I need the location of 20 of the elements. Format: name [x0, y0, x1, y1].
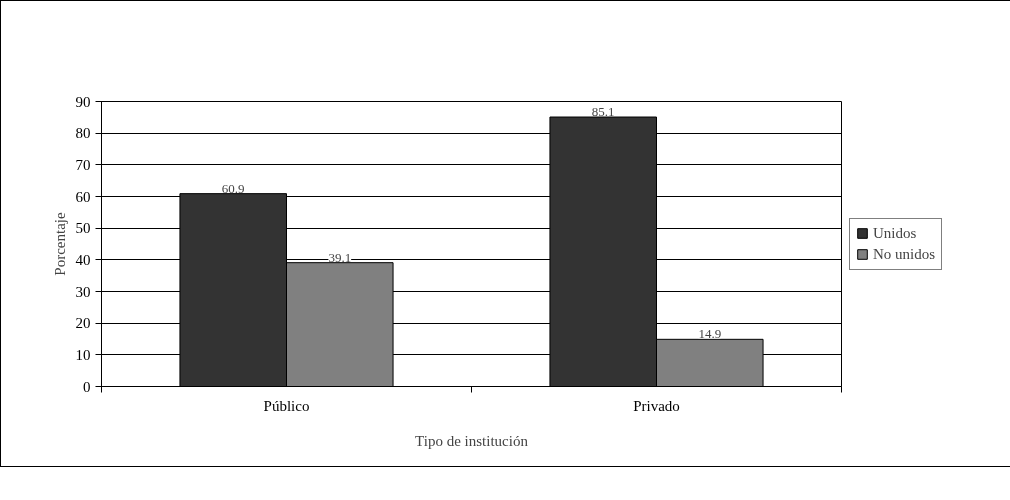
- y-tick-label: 60: [75, 188, 91, 205]
- legend-label: Unidos: [873, 224, 917, 242]
- data-label: 39.1: [328, 249, 352, 265]
- y-tick-label: 90: [75, 93, 91, 110]
- x-tick-label: Público: [263, 397, 310, 414]
- y-tick-label: 70: [75, 156, 91, 173]
- y-tick-label: 40: [75, 251, 91, 268]
- y-tick-label: 20: [75, 315, 91, 332]
- y-tick-label: 10: [75, 346, 91, 363]
- y-axis-title: Porcentaje: [51, 212, 68, 276]
- y-tick-label: 30: [75, 283, 91, 300]
- legend-label: No unidos: [873, 245, 936, 263]
- y-tick-label: 0: [83, 378, 91, 395]
- data-label: 85.1: [591, 104, 615, 120]
- x-axis-title: Tipo de institución: [415, 432, 529, 449]
- data-label: 60.9: [221, 180, 245, 196]
- x-tick-label: Privado: [633, 397, 680, 414]
- data-label: 14.9: [698, 326, 722, 342]
- y-tick-label: 80: [75, 125, 91, 142]
- y-tick-label: 50: [75, 220, 91, 237]
